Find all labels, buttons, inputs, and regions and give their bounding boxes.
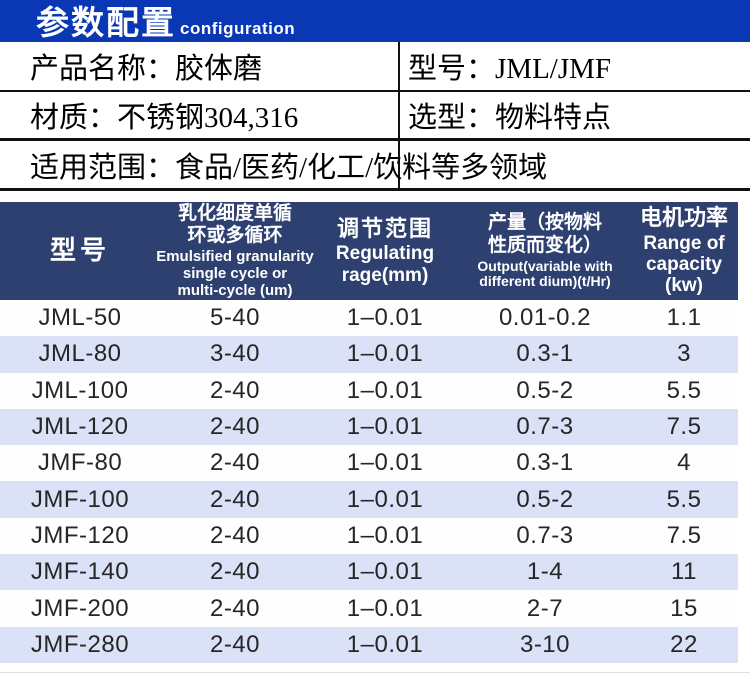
table-cell: 3-40 bbox=[209, 340, 261, 368]
table-cell: 0.3-1 bbox=[516, 449, 574, 477]
header-banner: 参数配置 configuration bbox=[0, 0, 750, 42]
table-cell: 15 bbox=[670, 594, 698, 622]
table-cell: 1–0.01 bbox=[346, 521, 424, 549]
table-cell: 7.5 bbox=[666, 413, 702, 441]
header-cell-2: 调节范围 Regulating rage(mm) bbox=[335, 216, 435, 286]
table-cell: 0.7-3 bbox=[516, 521, 574, 549]
table-cell: 2-40 bbox=[209, 376, 261, 404]
table-cell: 1–0.01 bbox=[346, 376, 424, 404]
table-cell: 1–0.01 bbox=[346, 558, 424, 586]
table-row: JMF-280 2-40 1–0.01 3-10 22 bbox=[0, 626, 738, 663]
table-cell: JML-120 bbox=[31, 413, 129, 441]
page-title: 参数配置 bbox=[36, 4, 176, 41]
bottom-divider bbox=[0, 672, 750, 673]
table-cell: 1–0.01 bbox=[346, 449, 424, 477]
table-row: JML-120 2-40 1–0.01 0.7-3 7.5 bbox=[0, 408, 738, 446]
scope-row: 适用范围：食品/医药/化工/饮料等多领域 bbox=[0, 141, 750, 188]
table-cell: JMF-80 bbox=[37, 449, 123, 477]
table-cell: 0.7-3 bbox=[516, 413, 574, 441]
table-cell: 5.5 bbox=[666, 485, 702, 513]
header-cell-4: 电机功率 Range of capacity (kw) bbox=[639, 205, 728, 297]
table-cell: 4 bbox=[677, 449, 691, 477]
divider-vertical bbox=[398, 42, 400, 188]
table-row: JMF-140 2-40 1–0.01 1-4 11 bbox=[0, 554, 738, 591]
table-cell: JMF-140 bbox=[30, 558, 130, 586]
table-cell: 7.5 bbox=[666, 521, 702, 549]
header-cell-1: 乳化细度单循 环或多循环 Emulsified granularity single … bbox=[156, 202, 314, 299]
table-cell: JML-50 bbox=[38, 304, 122, 332]
table-row: JML-100 2-40 1–0.01 0.5-2 5.5 bbox=[0, 372, 738, 409]
table-cell: 11 bbox=[671, 558, 697, 586]
table-cell: 2-40 bbox=[209, 485, 261, 513]
table-cell: JMF-120 bbox=[30, 521, 130, 549]
table-row: JML-80 3-40 1–0.01 0.3-1 3 bbox=[0, 336, 738, 373]
table-cell: 22 bbox=[670, 630, 698, 658]
material-cell: 材质：不锈钢304,316 bbox=[30, 102, 299, 134]
model-cell: 型号：JML/JMF bbox=[408, 53, 612, 85]
table-row: JML-50 5-40 1–0.01 0.01-0.2 1.1 bbox=[0, 300, 738, 337]
table-cell: 0.3-1 bbox=[516, 340, 574, 368]
divider-horizontal-thick2 bbox=[0, 188, 750, 191]
table-cell: JML-100 bbox=[31, 376, 129, 404]
table-cell: 2-40 bbox=[209, 558, 261, 586]
table-cell: 1.1 bbox=[666, 304, 702, 332]
table-cell: JMF-200 bbox=[30, 594, 130, 622]
table-cell: 2-40 bbox=[209, 521, 261, 549]
table-cell: 1-4 bbox=[526, 558, 564, 586]
table-cell: 1–0.01 bbox=[346, 485, 424, 513]
table-row: JMF-120 2-40 1–0.01 0.7-3 7.5 bbox=[0, 517, 738, 555]
table-cell: 1–0.01 bbox=[346, 594, 424, 622]
info-row-1: 产品名称：胶体磨 型号：JML/JMF bbox=[0, 42, 750, 90]
table-row: JMF-80 2-40 1–0.01 0.3-1 4 bbox=[0, 445, 738, 482]
selection-cell: 选型：物料特点 bbox=[408, 102, 612, 134]
divider-horizontal-thick1 bbox=[0, 138, 750, 141]
product-name-cell: 产品名称：胶体磨 bbox=[30, 53, 263, 85]
table-cell: JMF-100 bbox=[30, 485, 130, 513]
header-cell-0: 型号 bbox=[49, 235, 110, 266]
table-cell: 2-40 bbox=[209, 630, 261, 658]
table-cell: JMF-280 bbox=[30, 630, 130, 658]
divider-horizontal-mid bbox=[0, 90, 750, 92]
table-cell: 1–0.01 bbox=[346, 340, 424, 368]
header-cell-3: 产量（按物料 性质而变化） Output(variable with differen… bbox=[477, 212, 613, 290]
table-cell: 0.5-2 bbox=[516, 485, 574, 513]
table-cell: 5-40 bbox=[209, 304, 261, 332]
table-body: JML-50 5-40 1–0.01 0.01-0.2 1.1 JML-80 3-40 1–0… bbox=[0, 300, 738, 663]
table-cell: 5.5 bbox=[666, 376, 702, 404]
table-row: JMF-200 2-40 1–0.01 2-7 15 bbox=[0, 590, 738, 627]
table-cell: 2-40 bbox=[209, 449, 261, 477]
table-cell: 2-40 bbox=[209, 594, 261, 622]
table-cell: 3 bbox=[677, 340, 691, 368]
table-cell: 2-40 bbox=[209, 413, 261, 441]
table-header: 型号 乳化细度单循 环或多循环 Emulsified granularity singl… bbox=[0, 202, 738, 300]
table-cell: JML-80 bbox=[38, 340, 122, 368]
table-cell: 1–0.01 bbox=[346, 413, 424, 441]
page-subtitle: configuration bbox=[180, 19, 296, 38]
table-cell: 0.01-0.2 bbox=[498, 304, 592, 332]
table-cell: 2-7 bbox=[526, 594, 564, 622]
table-cell: 0.5-2 bbox=[516, 376, 574, 404]
info-row-2: 材质：不锈钢304,316 选型：物料特点 bbox=[0, 92, 750, 138]
table-cell: 1–0.01 bbox=[346, 630, 424, 658]
scope-text: 适用范围：食品/医药/化工/饮料等多领域 bbox=[30, 151, 548, 184]
table-cell: 1–0.01 bbox=[346, 304, 424, 332]
table-row: JMF-100 2-40 1–0.01 0.5-2 5.5 bbox=[0, 481, 738, 518]
table-cell: 3-10 bbox=[519, 630, 571, 658]
